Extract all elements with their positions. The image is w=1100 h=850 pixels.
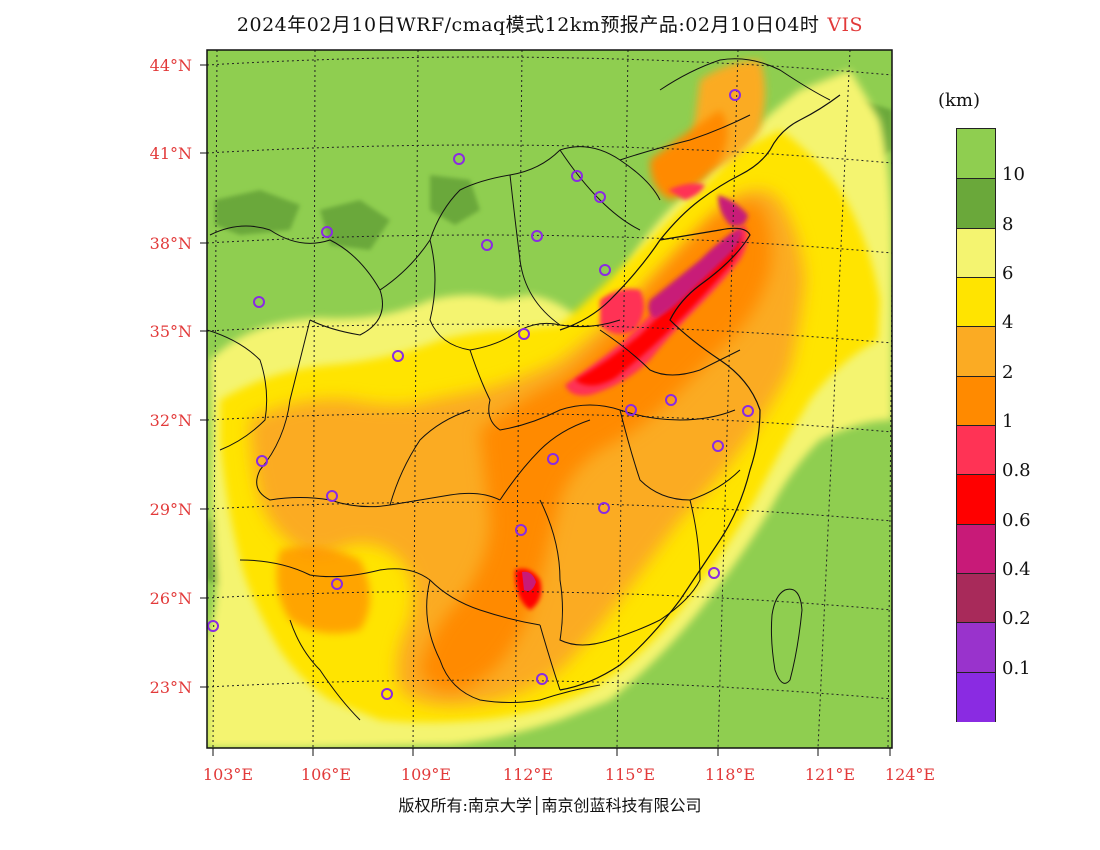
color-legend	[956, 128, 996, 723]
legend-label: 0.6	[1002, 509, 1031, 531]
lat-label: 44°N	[149, 56, 192, 75]
legend-label: 0.4	[1002, 559, 1031, 580]
station-marker	[598, 502, 610, 514]
field-0.4km-south	[522, 571, 536, 591]
station-marker	[326, 490, 338, 502]
station-marker	[481, 239, 493, 251]
lat-label: 23°N	[149, 678, 192, 697]
map-field	[207, 50, 892, 748]
legend-label: 2	[1002, 361, 1014, 383]
lon-label: 106°E	[300, 765, 352, 784]
station-marker	[321, 226, 333, 238]
legend-swatch	[957, 178, 995, 230]
legend-label: 4	[1002, 312, 1014, 334]
axis-ticks	[200, 64, 891, 756]
station-marker	[453, 153, 465, 165]
station-marker	[742, 405, 754, 417]
station-marker	[665, 394, 677, 406]
station-marker	[256, 455, 268, 467]
field-1km	[420, 202, 772, 691]
lon-label: 121°E	[804, 765, 856, 784]
station-marker	[518, 328, 530, 340]
station-marker	[381, 688, 393, 700]
title-variable: VIS	[827, 14, 864, 36]
title-main: 2024年02月10日WRF/cmaq模式12km预报产品:02月10日04时	[236, 14, 820, 36]
lat-label: 32°N	[149, 411, 192, 430]
legend-swatch	[957, 671, 995, 723]
station-marker	[515, 524, 527, 536]
legend-label: 0.8	[1002, 460, 1031, 482]
legend-label: 10	[1002, 164, 1025, 186]
legend-swatch	[957, 375, 995, 427]
lon-label: 124°E	[884, 765, 936, 784]
legend-swatch	[957, 425, 995, 476]
province-borders	[207, 58, 831, 721]
lat-label: 38°N	[149, 234, 192, 253]
station-marker	[547, 453, 559, 465]
legend-swatch	[957, 523, 995, 575]
legend-swatch	[957, 326, 995, 378]
station-marker	[625, 404, 637, 416]
copyright-text: 版权所有:南京大学│南京创蓝科技有限公司	[398, 796, 702, 815]
legend-swatch	[957, 474, 995, 526]
station-marker	[594, 191, 606, 203]
station-marker	[708, 567, 720, 579]
station-markers	[207, 89, 754, 700]
lat-label: 26°N	[149, 589, 192, 608]
legend-label: 0.1	[1002, 657, 1031, 679]
station-marker	[712, 440, 724, 452]
legend-label: 1	[1002, 411, 1014, 432]
legend-label: 6	[1002, 263, 1014, 284]
lat-label: 29°N	[149, 500, 192, 519]
field-1km-southwest	[276, 546, 370, 634]
legend-label: 0.2	[1002, 608, 1031, 630]
lon-label: 103°E	[202, 765, 254, 784]
field-0.6km	[575, 235, 741, 386]
field-0.4km	[648, 228, 742, 318]
legend-swatch	[957, 227, 995, 279]
lon-label: 118°E	[704, 765, 756, 784]
field-1km-north	[650, 110, 728, 200]
legend-swatch	[957, 573, 995, 624]
field-0.8km-north	[668, 183, 705, 200]
legend-swatch	[957, 277, 995, 328]
legend-label: 8	[1002, 213, 1014, 235]
station-marker	[207, 620, 219, 632]
lon-label: 109°E	[400, 765, 452, 784]
station-marker	[531, 230, 543, 242]
station-marker	[536, 673, 548, 685]
lat-label: 35°N	[149, 322, 192, 341]
taiwan-outline	[770, 588, 803, 684]
legend-swatch	[957, 622, 995, 674]
map-frame	[206, 49, 893, 749]
lon-label: 112°E	[502, 765, 554, 784]
lat-label: 41°N	[149, 144, 192, 163]
station-marker	[392, 350, 404, 362]
station-marker	[253, 296, 265, 308]
legend-unit: (km)	[938, 90, 981, 111]
map-title: 2024年02月10日WRF/cmaq模式12km预报产品:02月10日04时 V…	[0, 10, 1100, 37]
lon-label: 115°E	[604, 765, 656, 784]
legend-swatch	[957, 129, 995, 179]
station-marker	[571, 170, 583, 182]
station-marker	[729, 89, 741, 101]
station-marker	[331, 578, 343, 590]
coastline	[559, 94, 841, 691]
station-marker	[599, 264, 611, 276]
